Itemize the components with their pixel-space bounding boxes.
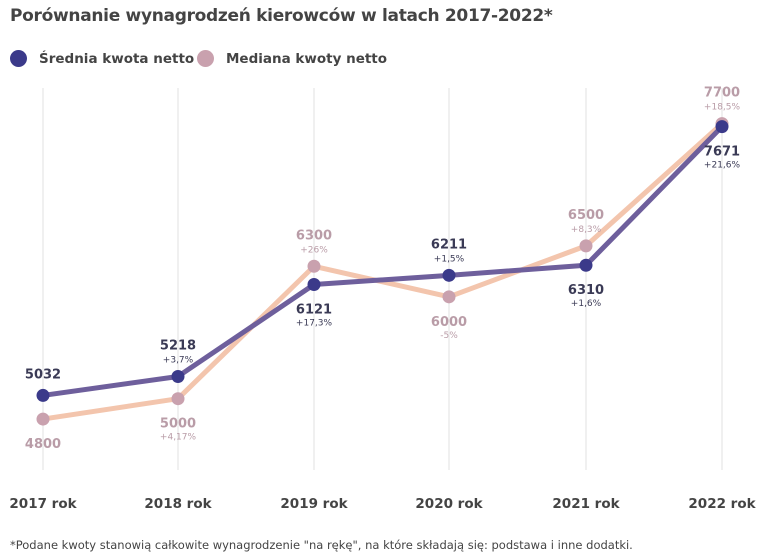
data-point [36, 388, 50, 402]
data-label: 6300 [296, 228, 332, 243]
change-label: +4,17% [160, 433, 197, 443]
data-point [579, 239, 593, 253]
change-label: +1,6% [571, 299, 602, 309]
series-line-0 [42, 124, 724, 398]
data-point [171, 392, 185, 406]
data-label: 6000 [431, 315, 467, 330]
x-tick-label: 2022 rok [688, 496, 756, 512]
x-tick-label: 2021 rok [552, 496, 620, 512]
x-tick-label: 2019 rok [280, 496, 348, 512]
change-label: +3,7% [163, 355, 194, 365]
data-point [36, 412, 50, 426]
data-label: 6310 [568, 283, 604, 298]
chart-title: Porównanie wynagrodzeń kierowców w latac… [10, 6, 553, 26]
footnote: *Podane kwoty stanowią całkowite wynagro… [10, 538, 633, 552]
change-label: +17,3% [296, 319, 333, 329]
data-label: 5032 [25, 367, 61, 382]
data-point [171, 369, 185, 383]
legend-item-median: Mediana kwoty netto [197, 50, 387, 67]
data-label: 6211 [431, 237, 467, 252]
x-tick-label: 2018 rok [144, 496, 212, 512]
data-label: 7671 [704, 145, 740, 160]
change-label: +21,6% [704, 161, 741, 171]
data-label: 4800 [25, 437, 61, 452]
data-point [579, 258, 593, 272]
legend-label-median: Mediana kwoty netto [226, 50, 388, 67]
change-label: +8,3% [571, 225, 602, 235]
x-tick-label: 2017 rok [9, 496, 77, 512]
series-line-1 [42, 121, 724, 422]
legend-item-mean: Średnia kwota netto [10, 50, 194, 67]
data-point [442, 268, 456, 282]
legend-swatch-mean [10, 50, 27, 67]
change-label: +26% [300, 245, 328, 255]
x-tick-label: 2020 rok [415, 496, 483, 512]
data-label: 7700 [704, 86, 740, 101]
data-label: 6121 [296, 303, 332, 318]
data-point [715, 120, 729, 134]
data-point [307, 278, 321, 292]
legend-swatch-median [197, 50, 214, 67]
change-label: +1,5% [434, 254, 465, 264]
data-label: 5000 [160, 417, 196, 432]
data-point [442, 290, 456, 304]
data-point [307, 259, 321, 273]
legend-label-mean: Średnia kwota netto [39, 50, 195, 67]
data-label: 6500 [568, 208, 604, 223]
change-label: -5% [440, 331, 458, 341]
data-label: 5218 [160, 338, 196, 353]
change-label: +18,5% [704, 103, 741, 113]
